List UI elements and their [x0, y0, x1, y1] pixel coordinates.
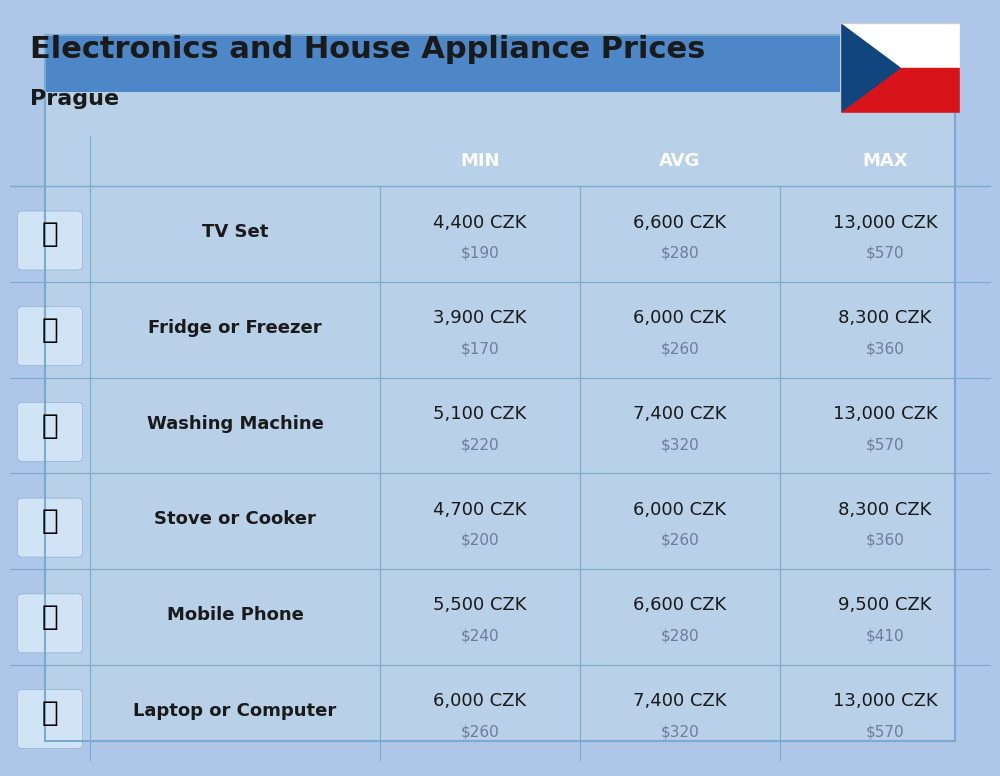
Text: $190: $190: [461, 246, 499, 261]
Text: Stove or Cooker: Stove or Cooker: [154, 511, 316, 528]
Text: $220: $220: [461, 437, 499, 452]
Text: 3,900 CZK: 3,900 CZK: [433, 310, 527, 327]
Text: 8,300 CZK: 8,300 CZK: [838, 310, 932, 327]
Text: 🖥: 🖥: [42, 220, 58, 248]
Text: Laptop or Computer: Laptop or Computer: [133, 702, 337, 719]
Text: 7,400 CZK: 7,400 CZK: [633, 692, 727, 710]
Text: $240: $240: [461, 629, 499, 643]
Text: $410: $410: [866, 629, 904, 643]
Text: $200: $200: [461, 533, 499, 548]
Text: AVG: AVG: [659, 152, 701, 170]
Text: $280: $280: [661, 629, 699, 643]
Text: 13,000 CZK: 13,000 CZK: [833, 213, 937, 231]
Text: 🧊: 🧊: [42, 316, 58, 344]
Bar: [840, 23, 960, 68]
FancyBboxPatch shape: [45, 92, 955, 200]
Text: $170: $170: [461, 341, 499, 356]
Text: $260: $260: [461, 724, 499, 740]
Text: $280: $280: [661, 246, 699, 261]
FancyBboxPatch shape: [45, 35, 955, 92]
Text: 6,000 CZK: 6,000 CZK: [433, 692, 527, 710]
Bar: [840, 68, 960, 113]
FancyBboxPatch shape: [45, 632, 955, 741]
Text: 4,400 CZK: 4,400 CZK: [433, 213, 527, 231]
Text: 9,500 CZK: 9,500 CZK: [838, 597, 932, 615]
Text: 5,100 CZK: 5,100 CZK: [433, 405, 527, 423]
Text: Mobile Phone: Mobile Phone: [167, 606, 303, 624]
Text: $260: $260: [661, 533, 699, 548]
FancyBboxPatch shape: [45, 200, 955, 308]
Text: $320: $320: [661, 437, 699, 452]
Text: $260: $260: [661, 341, 699, 356]
Text: 6,000 CZK: 6,000 CZK: [633, 501, 727, 518]
Text: $360: $360: [866, 533, 904, 548]
FancyBboxPatch shape: [45, 417, 955, 525]
FancyBboxPatch shape: [17, 211, 82, 270]
Text: TV Set: TV Set: [202, 223, 268, 241]
Text: 🌀: 🌀: [42, 411, 58, 439]
Text: Fridge or Freezer: Fridge or Freezer: [148, 319, 322, 337]
Text: MAX: MAX: [862, 152, 908, 170]
Text: 6,000 CZK: 6,000 CZK: [633, 310, 727, 327]
Text: 13,000 CZK: 13,000 CZK: [833, 405, 937, 423]
Text: MIN: MIN: [460, 152, 500, 170]
Text: 💻: 💻: [42, 698, 58, 726]
Text: Prague: Prague: [30, 89, 119, 109]
FancyBboxPatch shape: [45, 525, 955, 632]
Text: 13,000 CZK: 13,000 CZK: [833, 692, 937, 710]
FancyBboxPatch shape: [17, 403, 82, 462]
Text: 8,300 CZK: 8,300 CZK: [838, 501, 932, 518]
Text: 📱: 📱: [42, 603, 58, 631]
Text: 5,500 CZK: 5,500 CZK: [433, 597, 527, 615]
Text: $570: $570: [866, 724, 904, 740]
Text: 4,700 CZK: 4,700 CZK: [433, 501, 527, 518]
FancyBboxPatch shape: [17, 690, 82, 749]
Text: 7,400 CZK: 7,400 CZK: [633, 405, 727, 423]
Text: 6,600 CZK: 6,600 CZK: [633, 597, 727, 615]
FancyBboxPatch shape: [45, 308, 955, 417]
Text: 6,600 CZK: 6,600 CZK: [633, 213, 727, 231]
Text: $570: $570: [866, 437, 904, 452]
Text: $360: $360: [866, 341, 904, 356]
Text: $320: $320: [661, 724, 699, 740]
FancyBboxPatch shape: [17, 307, 82, 365]
Text: 🔥: 🔥: [42, 508, 58, 535]
FancyBboxPatch shape: [17, 594, 82, 653]
Text: Electronics and House Appliance Prices: Electronics and House Appliance Prices: [30, 35, 705, 64]
Polygon shape: [840, 23, 900, 113]
Text: $570: $570: [866, 246, 904, 261]
Text: Washing Machine: Washing Machine: [147, 414, 323, 432]
FancyBboxPatch shape: [17, 498, 82, 557]
